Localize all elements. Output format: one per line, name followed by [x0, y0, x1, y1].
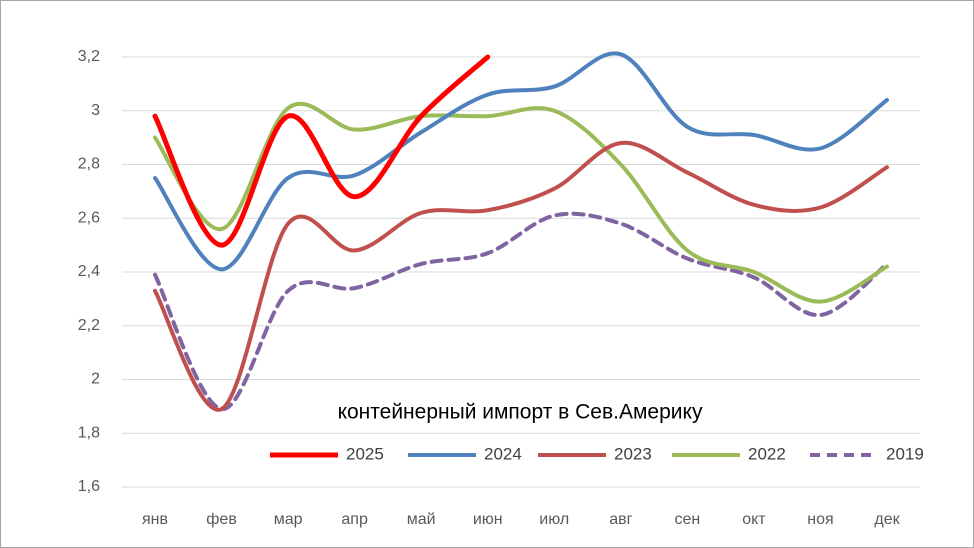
- chart-title: контейнерный импорт в Сев.Америку: [338, 401, 703, 424]
- y-tick-label: 2,2: [78, 317, 100, 334]
- series-line: [152, 54, 491, 248]
- x-tick-label: июн: [473, 511, 503, 528]
- legend-label: 2024: [484, 444, 522, 463]
- x-tick-label: июл: [539, 511, 569, 528]
- x-tick-label: окт: [742, 511, 766, 528]
- x-tick-label: авг: [609, 511, 632, 528]
- x-tick-label: апр: [341, 511, 368, 528]
- y-tick-label: 2,4: [78, 263, 100, 280]
- legend-label: 2025: [346, 444, 384, 463]
- series-line: [153, 51, 889, 272]
- x-tick-label: ноя: [807, 511, 833, 528]
- legend-label: 2023: [614, 444, 652, 463]
- series-line: [153, 101, 889, 304]
- y-tick-label: 3,2: [78, 48, 100, 65]
- y-tick-label: 1,6: [78, 478, 100, 495]
- y-tick-label: 2,6: [78, 209, 100, 226]
- x-tick-label: сен: [674, 511, 700, 528]
- x-tick-label: дек: [874, 511, 900, 528]
- x-tick-label: мар: [274, 511, 303, 528]
- x-tick-label: янв: [142, 511, 168, 528]
- y-tick-label: 2: [91, 371, 100, 388]
- series-line: [153, 140, 889, 412]
- legend-label: 2019: [886, 444, 924, 463]
- legend-label: 2022: [748, 444, 786, 463]
- x-tick-label: фев: [206, 511, 237, 528]
- y-tick-label: 3: [91, 102, 100, 119]
- series-line: [153, 211, 889, 412]
- y-tick-label: 1,8: [78, 424, 100, 441]
- y-tick-label: 2,8: [78, 156, 100, 173]
- x-tick-label: май: [407, 511, 436, 528]
